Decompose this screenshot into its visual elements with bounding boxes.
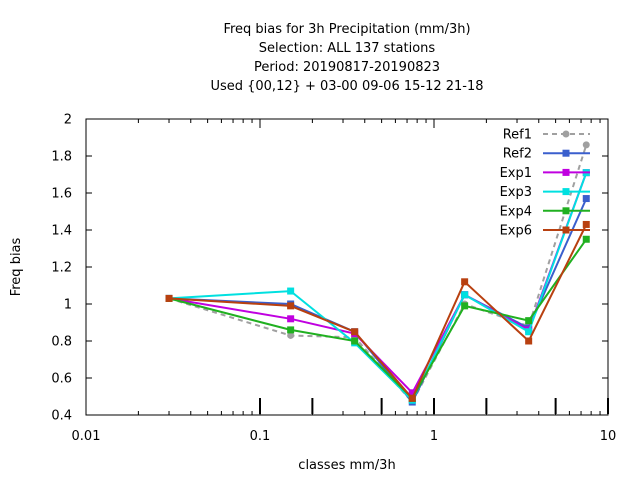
legend: Ref1 Ref2 Exp1 Exp3 Exp4 Exp6 (500, 128, 590, 239)
y-tick-label: 2 (64, 113, 72, 128)
series-exp4 (165, 235, 590, 402)
data-point (287, 315, 295, 323)
legend-entry-exp1: Exp1 (500, 166, 590, 181)
data-point (461, 302, 469, 310)
legend-label: Exp1 (500, 166, 532, 181)
data-point (287, 331, 295, 339)
y-tick-label: 1.8 (51, 150, 72, 165)
series-exp6 (165, 220, 590, 402)
data-point (287, 287, 295, 295)
series-lines (165, 141, 590, 406)
y-tick-label: 0.8 (51, 335, 72, 350)
data-point (408, 389, 416, 397)
legend-label: Ref1 (503, 128, 532, 143)
data-point (582, 195, 590, 203)
plot-frame (85, 118, 609, 416)
legend-label: Exp3 (500, 185, 532, 200)
legend-entry-exp6: Exp6 (500, 224, 590, 239)
y-tick-label: 1 (64, 298, 72, 313)
data-point (582, 220, 590, 228)
data-point (525, 328, 533, 336)
data-point (165, 294, 173, 302)
legend-entry-exp4: Exp4 (500, 204, 590, 219)
data-point (351, 328, 359, 336)
data-point (287, 326, 295, 334)
legend-entry-ref2: Ref2 (503, 147, 590, 162)
legend-label: Ref2 (503, 147, 532, 162)
x-tick-label: 10 (600, 429, 617, 444)
data-point (582, 141, 590, 149)
x-tick-label: 1 (430, 429, 438, 444)
chart-title: Freq bias for 3h Precipitation (mm/3h) Se… (210, 22, 483, 94)
data-point (525, 317, 533, 325)
legend-marker (562, 130, 570, 138)
series-line-exp4 (168, 238, 588, 401)
legend-marker (562, 188, 570, 196)
x-tick-label: 0.1 (250, 429, 271, 444)
chart-title-line-1: Freq bias for 3h Precipitation (mm/3h) (223, 22, 470, 37)
legend-marker (562, 226, 570, 234)
chart-title-line-4: Used {00,12} + 03-00 09-06 15-12 21-18 (210, 79, 483, 94)
data-point (408, 394, 416, 402)
chart-title-line-2: Selection: ALL 137 stations (259, 41, 436, 56)
y-tick-label: 1.2 (51, 261, 72, 276)
x-axis-label: classes mm/3h (298, 458, 395, 473)
x-tick-label: 0.01 (72, 429, 101, 444)
legend-marker (562, 149, 570, 157)
y-tick-label: 1.6 (51, 187, 72, 202)
data-point (461, 291, 469, 299)
y-tick-label: 1.4 (51, 224, 72, 239)
legend-marker (562, 207, 570, 215)
data-point (287, 302, 295, 310)
y-tick-label: 0.6 (51, 372, 72, 387)
y-tick-label: 0.4 (51, 409, 72, 424)
data-point (582, 235, 590, 243)
series-line-exp6 (168, 224, 588, 401)
class-marks (259, 398, 609, 414)
legend-marker (562, 168, 570, 176)
data-point (525, 337, 533, 345)
data-point (351, 337, 359, 345)
legend-label: Exp6 (500, 224, 532, 239)
legend-entry-exp3: Exp3 (500, 185, 590, 200)
data-point (461, 278, 469, 286)
legend-label: Exp4 (500, 204, 532, 219)
y-axis-label: Freq bias (9, 237, 24, 296)
axes: 0.4 0.6 0.8 1 1.2 1.4 1.6 1.8 2 0.01 0.1 1 10 (51, 113, 616, 445)
chart-title-line-3: Period: 20190817-20190823 (254, 60, 440, 75)
legend-entry-ref1: Ref1 (503, 128, 590, 143)
